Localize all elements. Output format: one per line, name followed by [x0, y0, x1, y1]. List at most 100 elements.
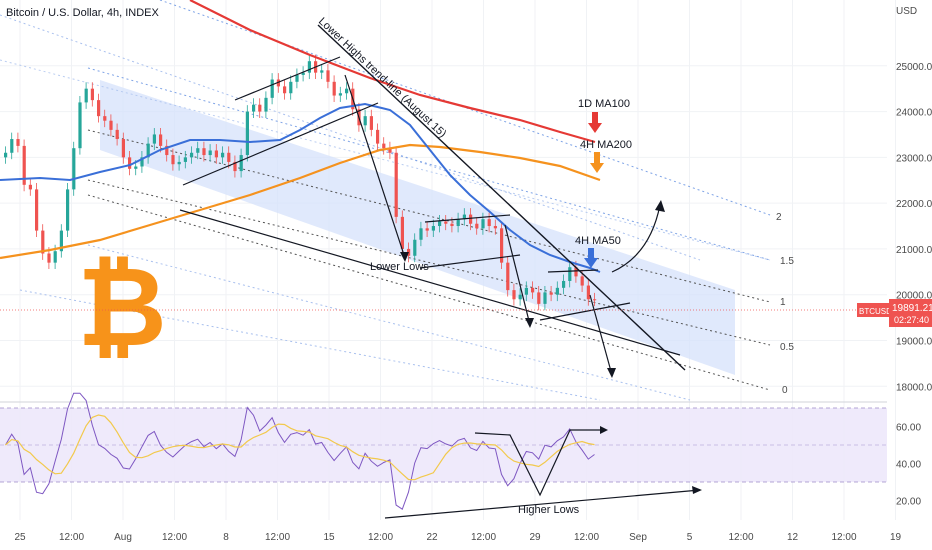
time-tick-label: Sep	[629, 532, 647, 543]
candle-body	[22, 145, 26, 185]
time-tick-label: 12:00	[162, 532, 187, 543]
arrow-head-rsi-2	[692, 486, 702, 494]
price-tick-label: 19000.00	[896, 336, 932, 347]
candle-body	[190, 152, 194, 158]
candle-body	[283, 86, 287, 94]
candle-body	[258, 104, 262, 112]
candle-body	[382, 143, 386, 149]
candle-body	[252, 104, 256, 112]
ma100-arrow-shaft	[592, 112, 598, 124]
ma100-line	[189, 0, 596, 144]
rsi-axis: 60.00 40.00 20.00	[896, 423, 921, 508]
price-tick-label: 25000.00	[896, 62, 932, 73]
time-tick-label: 12:00	[574, 532, 599, 543]
candle-body	[555, 287, 559, 295]
candle-body	[245, 111, 249, 156]
fib-line-upper-2	[0, 14, 701, 261]
candle-body	[307, 61, 311, 73]
candle-body	[518, 294, 522, 300]
chart-title: Bitcoin / U.S. Dollar, 4h, INDEX	[6, 7, 159, 19]
candle-body	[320, 70, 324, 73]
candle-body	[41, 230, 45, 254]
rsi-higher-lows-line	[384, 489, 701, 519]
candle-body	[128, 157, 132, 169]
candle-body	[35, 189, 39, 231]
price-tick-label: 21000.00	[896, 245, 932, 256]
rsi-line	[5, 392, 595, 510]
rsi-tick-label: 40.00	[896, 460, 921, 471]
fib-label-0-5: 0.5	[780, 342, 794, 353]
candle-body	[593, 299, 597, 301]
candle-body	[72, 148, 76, 190]
fib-line-1-5	[87, 67, 771, 261]
candle-body	[183, 157, 187, 162]
candle-body	[121, 139, 125, 158]
time-tick-label: 25	[14, 532, 26, 543]
candle-body	[524, 287, 528, 295]
fib-label-1: 1	[780, 297, 786, 308]
price-tick-label: 24000.00	[896, 108, 932, 119]
rising-channel-upper-2	[424, 214, 511, 223]
fib-label-0: 0	[782, 385, 788, 396]
candle-body	[450, 223, 454, 227]
candle-body	[47, 253, 51, 263]
candle-body	[369, 116, 373, 130]
arrow-up-curve	[611, 204, 661, 273]
fib-label-2: 2	[776, 212, 782, 223]
candle-body	[469, 214, 473, 224]
time-tick-label: 19	[890, 532, 902, 543]
annotation-ma50: 4H MA50	[575, 235, 621, 247]
fib-line-lower-1	[87, 244, 691, 401]
price-tick-label: 18000.00	[896, 382, 932, 393]
candle-body	[90, 88, 94, 101]
candle-body	[388, 148, 392, 153]
candle-body	[159, 134, 163, 146]
candle-body	[152, 134, 156, 144]
fib-channel-lines	[0, 0, 771, 401]
time-tick-label: 12:00	[728, 532, 753, 543]
annotation-ma200: 4H MA200	[580, 139, 632, 151]
candle-body	[586, 285, 590, 300]
candle-body	[512, 290, 516, 300]
candle-body	[53, 251, 57, 263]
time-tick-label: Aug	[114, 532, 132, 543]
arrow-down-2	[504, 224, 531, 326]
ma100-arrow-head	[588, 123, 602, 133]
candle-body	[227, 152, 231, 162]
label-arrows	[584, 112, 604, 268]
price-tick-label: 22000.00	[896, 199, 932, 210]
rising-channel-bottom	[182, 102, 379, 186]
rising-channel-top	[234, 56, 341, 101]
bitcoin-logo: ₿	[77, 243, 167, 371]
fib-label-1-5: 1.5	[780, 256, 794, 267]
candle-body	[295, 74, 299, 82]
candle-body	[146, 143, 150, 158]
candle-body	[59, 230, 63, 252]
rsi-lower-highs-1	[474, 429, 605, 497]
countdown-value: 02:27:40	[894, 315, 929, 325]
candle-body	[419, 228, 423, 240]
candle-body	[177, 161, 181, 165]
ma50-line	[0, 102, 601, 273]
time-tick-label: 15	[323, 532, 335, 543]
candle-body	[78, 102, 82, 149]
channel-fill	[100, 80, 735, 375]
arrow-head-2	[525, 318, 534, 328]
rising-channel-upper-3	[547, 269, 599, 273]
candle-body	[196, 148, 200, 153]
candle-body	[574, 267, 578, 277]
candle-body	[438, 221, 442, 227]
candle-body	[221, 152, 225, 158]
candle-body	[580, 276, 584, 286]
candle-body	[394, 152, 398, 217]
candle-body	[97, 100, 101, 117]
candle-body	[475, 223, 479, 229]
candle-body	[233, 161, 237, 172]
time-tick-label: 12:00	[471, 532, 496, 543]
candle-body	[376, 129, 380, 144]
candle-body	[103, 116, 107, 121]
time-tick-label: 22	[426, 532, 438, 543]
time-tick-label: 29	[529, 532, 541, 543]
candle-body	[270, 79, 274, 98]
